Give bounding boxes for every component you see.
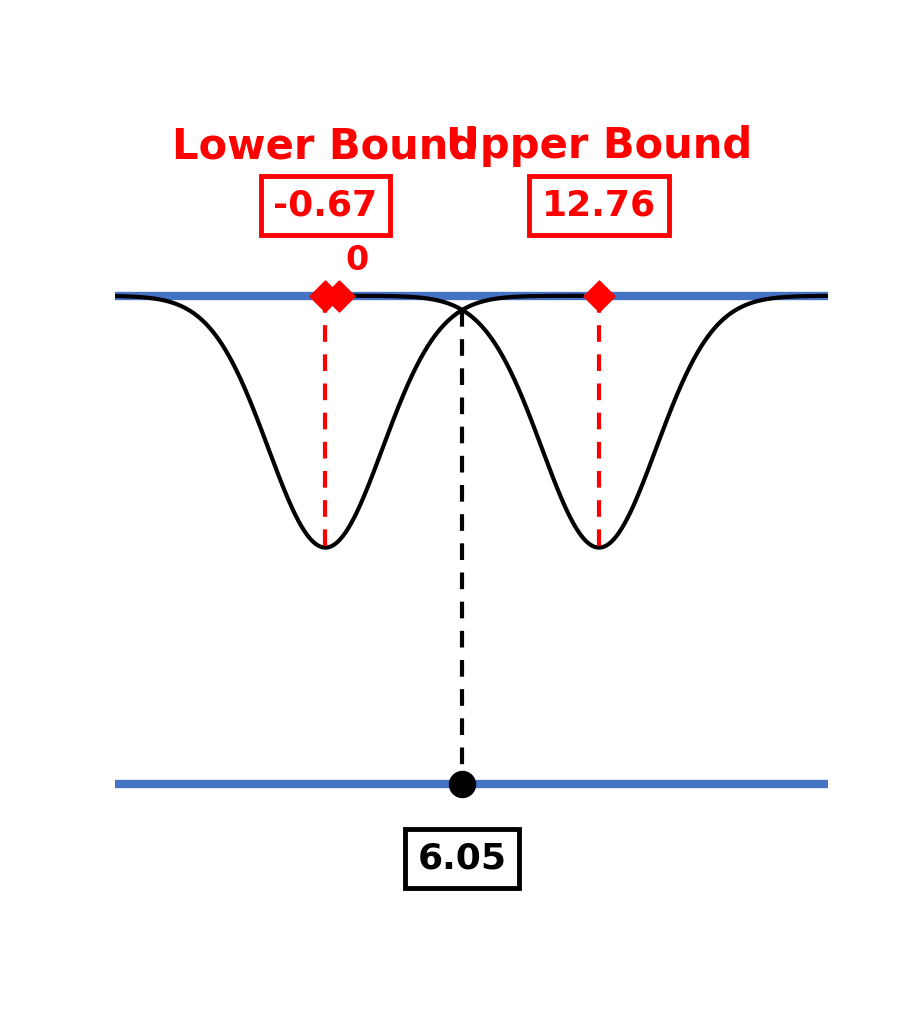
Point bbox=[591, 287, 606, 304]
Text: Upper Bound: Upper Bound bbox=[446, 126, 752, 168]
Text: 6.05: 6.05 bbox=[417, 841, 506, 876]
Text: 12.76: 12.76 bbox=[541, 188, 655, 222]
Text: Lower Bound: Lower Bound bbox=[172, 126, 478, 168]
Point bbox=[332, 287, 346, 304]
Text: 0: 0 bbox=[346, 244, 369, 277]
Point bbox=[318, 287, 333, 304]
Point bbox=[455, 776, 470, 792]
Text: -0.67: -0.67 bbox=[273, 188, 377, 222]
